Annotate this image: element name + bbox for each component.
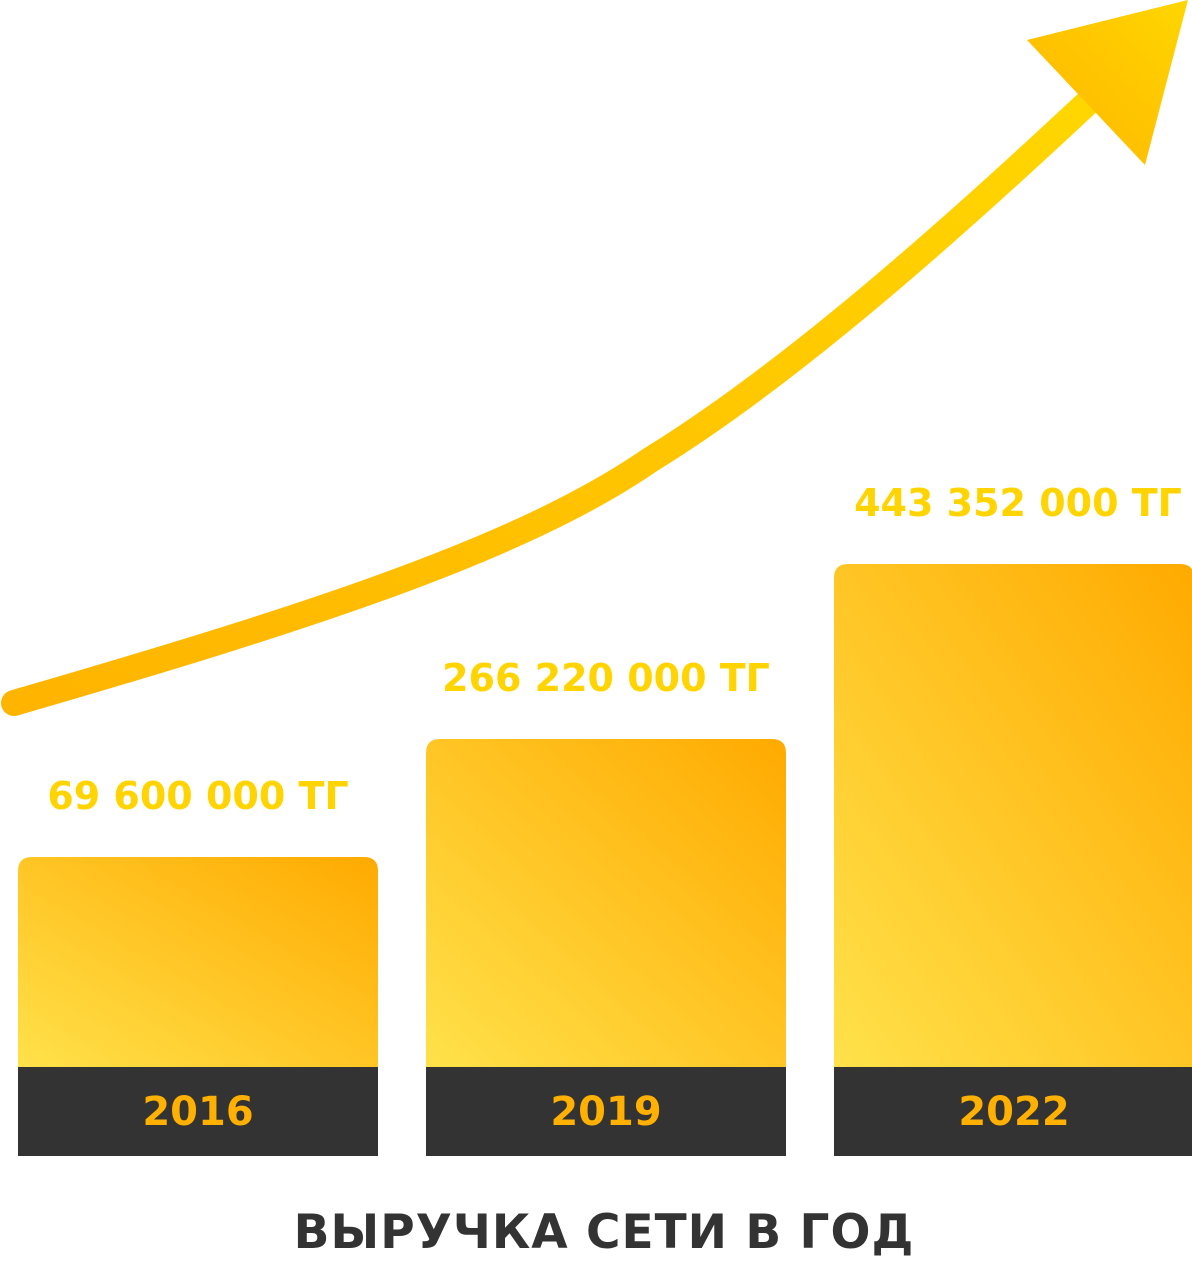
value-label-2019: 266 220 000 ТГ — [442, 656, 770, 700]
trend-arrow-icon — [1, 0, 1188, 716]
category-label-2016: 2016 — [142, 1089, 253, 1135]
bar-2022 — [834, 564, 1192, 1067]
year-band-2022 — [834, 1067, 1192, 1156]
labels-layer: 2016 69 600 000 ТГ 2019 266 220 000 ТГ 2022 4… — [47, 481, 1182, 1135]
chart-title: ВЫРУЧКА СЕТИ В ГОД — [294, 1205, 915, 1260]
category-label-2022: 2022 — [958, 1089, 1069, 1135]
value-label-2016: 69 600 000 ТГ — [47, 774, 348, 818]
year-band-2016 — [18, 1067, 378, 1156]
category-label-2019: 2019 — [550, 1089, 661, 1135]
bars-layer — [18, 564, 1192, 1156]
bar-2019 — [426, 739, 786, 1067]
trend-arrow-head — [1027, 0, 1188, 165]
trend-arrow-shaft — [1, 92, 1098, 716]
bar-2016 — [18, 857, 378, 1067]
year-band-2019 — [426, 1067, 786, 1156]
value-label-2022: 443 352 000 ТГ — [854, 481, 1182, 525]
